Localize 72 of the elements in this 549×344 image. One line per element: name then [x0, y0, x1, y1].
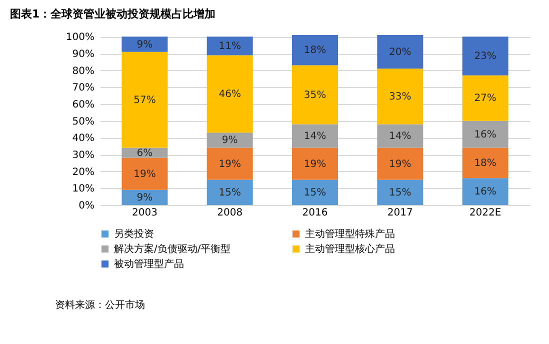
bar	[462, 120, 508, 148]
bar	[292, 148, 338, 180]
data-label: 9%	[136, 39, 153, 50]
data-label: 57%	[134, 94, 156, 106]
data-label: 11%	[218, 40, 241, 52]
data-label: 16%	[474, 129, 496, 140]
data-label: 27%	[474, 93, 496, 104]
y-tick-label: 100%	[66, 32, 94, 44]
y-tick-label: 90%	[72, 49, 94, 60]
data-label: 33%	[389, 91, 412, 102]
bar	[462, 178, 508, 205]
chart-title: 图表1：全球资管业被动投资规模占比增加	[10, 8, 216, 21]
bar	[206, 180, 253, 205]
data-label: 20%	[389, 46, 412, 58]
data-label: 14%	[304, 130, 326, 142]
data-label: 19%	[218, 158, 241, 170]
data-label: 19%	[134, 168, 156, 180]
x-tick-label: 2003	[132, 208, 158, 218]
bar	[377, 35, 424, 69]
x-tick-label: 2017	[387, 208, 413, 218]
data-label: 14%	[389, 130, 412, 142]
data-label: 18%	[474, 158, 496, 169]
y-tick-label: 30%	[72, 150, 94, 162]
x-tick-label: 2016	[302, 208, 328, 218]
legend-label: 另类投资	[114, 228, 154, 240]
text: 资料来源：公开市场	[55, 299, 145, 311]
data-label: 9%	[222, 135, 238, 146]
bar	[206, 36, 253, 56]
data-label: 9%	[136, 192, 153, 204]
bar	[377, 124, 424, 148]
bar	[122, 158, 168, 190]
y-tick-label: 60%	[72, 100, 94, 111]
data-label: 19%	[304, 158, 326, 170]
bar	[377, 68, 424, 124]
data-label: 6%	[136, 148, 153, 159]
legend-label: 被动管理型产品	[114, 258, 184, 270]
legend-label: 主动管理型特殊产品	[305, 228, 395, 240]
legend-label: 主动管理型核心产品	[305, 243, 395, 255]
data-label: 19%	[389, 158, 412, 170]
data-label: 15%	[304, 187, 326, 198]
data-label: 16%	[474, 186, 496, 198]
bar	[206, 132, 253, 148]
bar	[462, 36, 508, 76]
x-tick-label: 2008	[217, 208, 243, 218]
y-tick-label: 10%	[72, 184, 94, 195]
legend-label: 解决方案/负债驱动/平衡型	[114, 243, 231, 255]
data-label: 23%	[474, 51, 496, 62]
bar	[292, 65, 338, 124]
y-tick-label: 20%	[72, 166, 94, 178]
bar	[122, 190, 168, 205]
y-tick-label: 50%	[72, 116, 94, 128]
data-label: 46%	[218, 88, 241, 100]
data-label: 15%	[389, 187, 412, 198]
bar	[462, 75, 508, 121]
bar	[292, 35, 338, 66]
bar	[377, 180, 424, 205]
data-label: 15%	[218, 187, 241, 198]
y-tick-label: 80%	[72, 66, 94, 77]
bar	[206, 148, 253, 180]
bar	[122, 36, 168, 52]
bar	[292, 180, 338, 205]
x-tick-label: 2022E	[469, 208, 502, 218]
bar	[206, 55, 253, 133]
bar	[462, 148, 508, 178]
y-tick-label: 70%	[72, 82, 94, 94]
y-tick-label: 40%	[72, 133, 94, 144]
y-tick-label: 0%	[78, 200, 94, 212]
bar	[122, 52, 168, 148]
bar	[377, 148, 424, 180]
data-label: 35%	[304, 90, 326, 101]
bar	[292, 124, 338, 148]
data-label: 18%	[304, 45, 326, 56]
